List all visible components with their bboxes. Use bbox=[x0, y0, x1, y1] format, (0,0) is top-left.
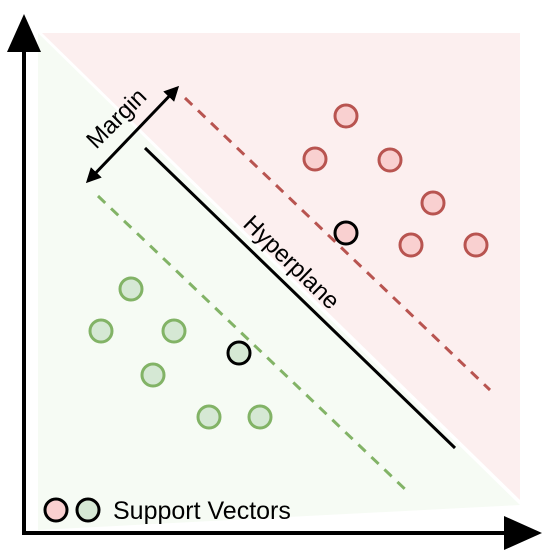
negative-class-points bbox=[88, 276, 273, 430]
axes bbox=[7, 14, 542, 550]
negative-point bbox=[161, 318, 187, 344]
y-axis-arrowhead bbox=[7, 14, 41, 52]
positive-point bbox=[420, 190, 446, 216]
legend-negative-support-vector bbox=[75, 497, 101, 523]
positive-margin-line bbox=[183, 96, 492, 392]
positive-point bbox=[333, 103, 359, 129]
hyperplane-line bbox=[143, 146, 457, 450]
positive-point bbox=[463, 232, 489, 258]
negative-point bbox=[140, 362, 166, 388]
negative-point bbox=[247, 404, 273, 430]
positive-point bbox=[377, 147, 403, 173]
negative-point bbox=[118, 276, 144, 302]
positive-point bbox=[302, 146, 328, 172]
margin-arrow bbox=[85, 85, 180, 184]
negative-support-vector bbox=[226, 340, 252, 366]
legend-positive-support-vector bbox=[43, 497, 69, 523]
positive-class-points bbox=[302, 103, 489, 258]
positive-support-vector bbox=[333, 220, 359, 246]
positive-point bbox=[398, 232, 424, 258]
negative-point bbox=[88, 318, 114, 344]
legend-label: Support Vectors bbox=[113, 497, 291, 525]
x-axis-arrowhead bbox=[504, 516, 542, 550]
negative-point bbox=[196, 404, 222, 430]
legend: Support Vectors bbox=[43, 497, 291, 525]
